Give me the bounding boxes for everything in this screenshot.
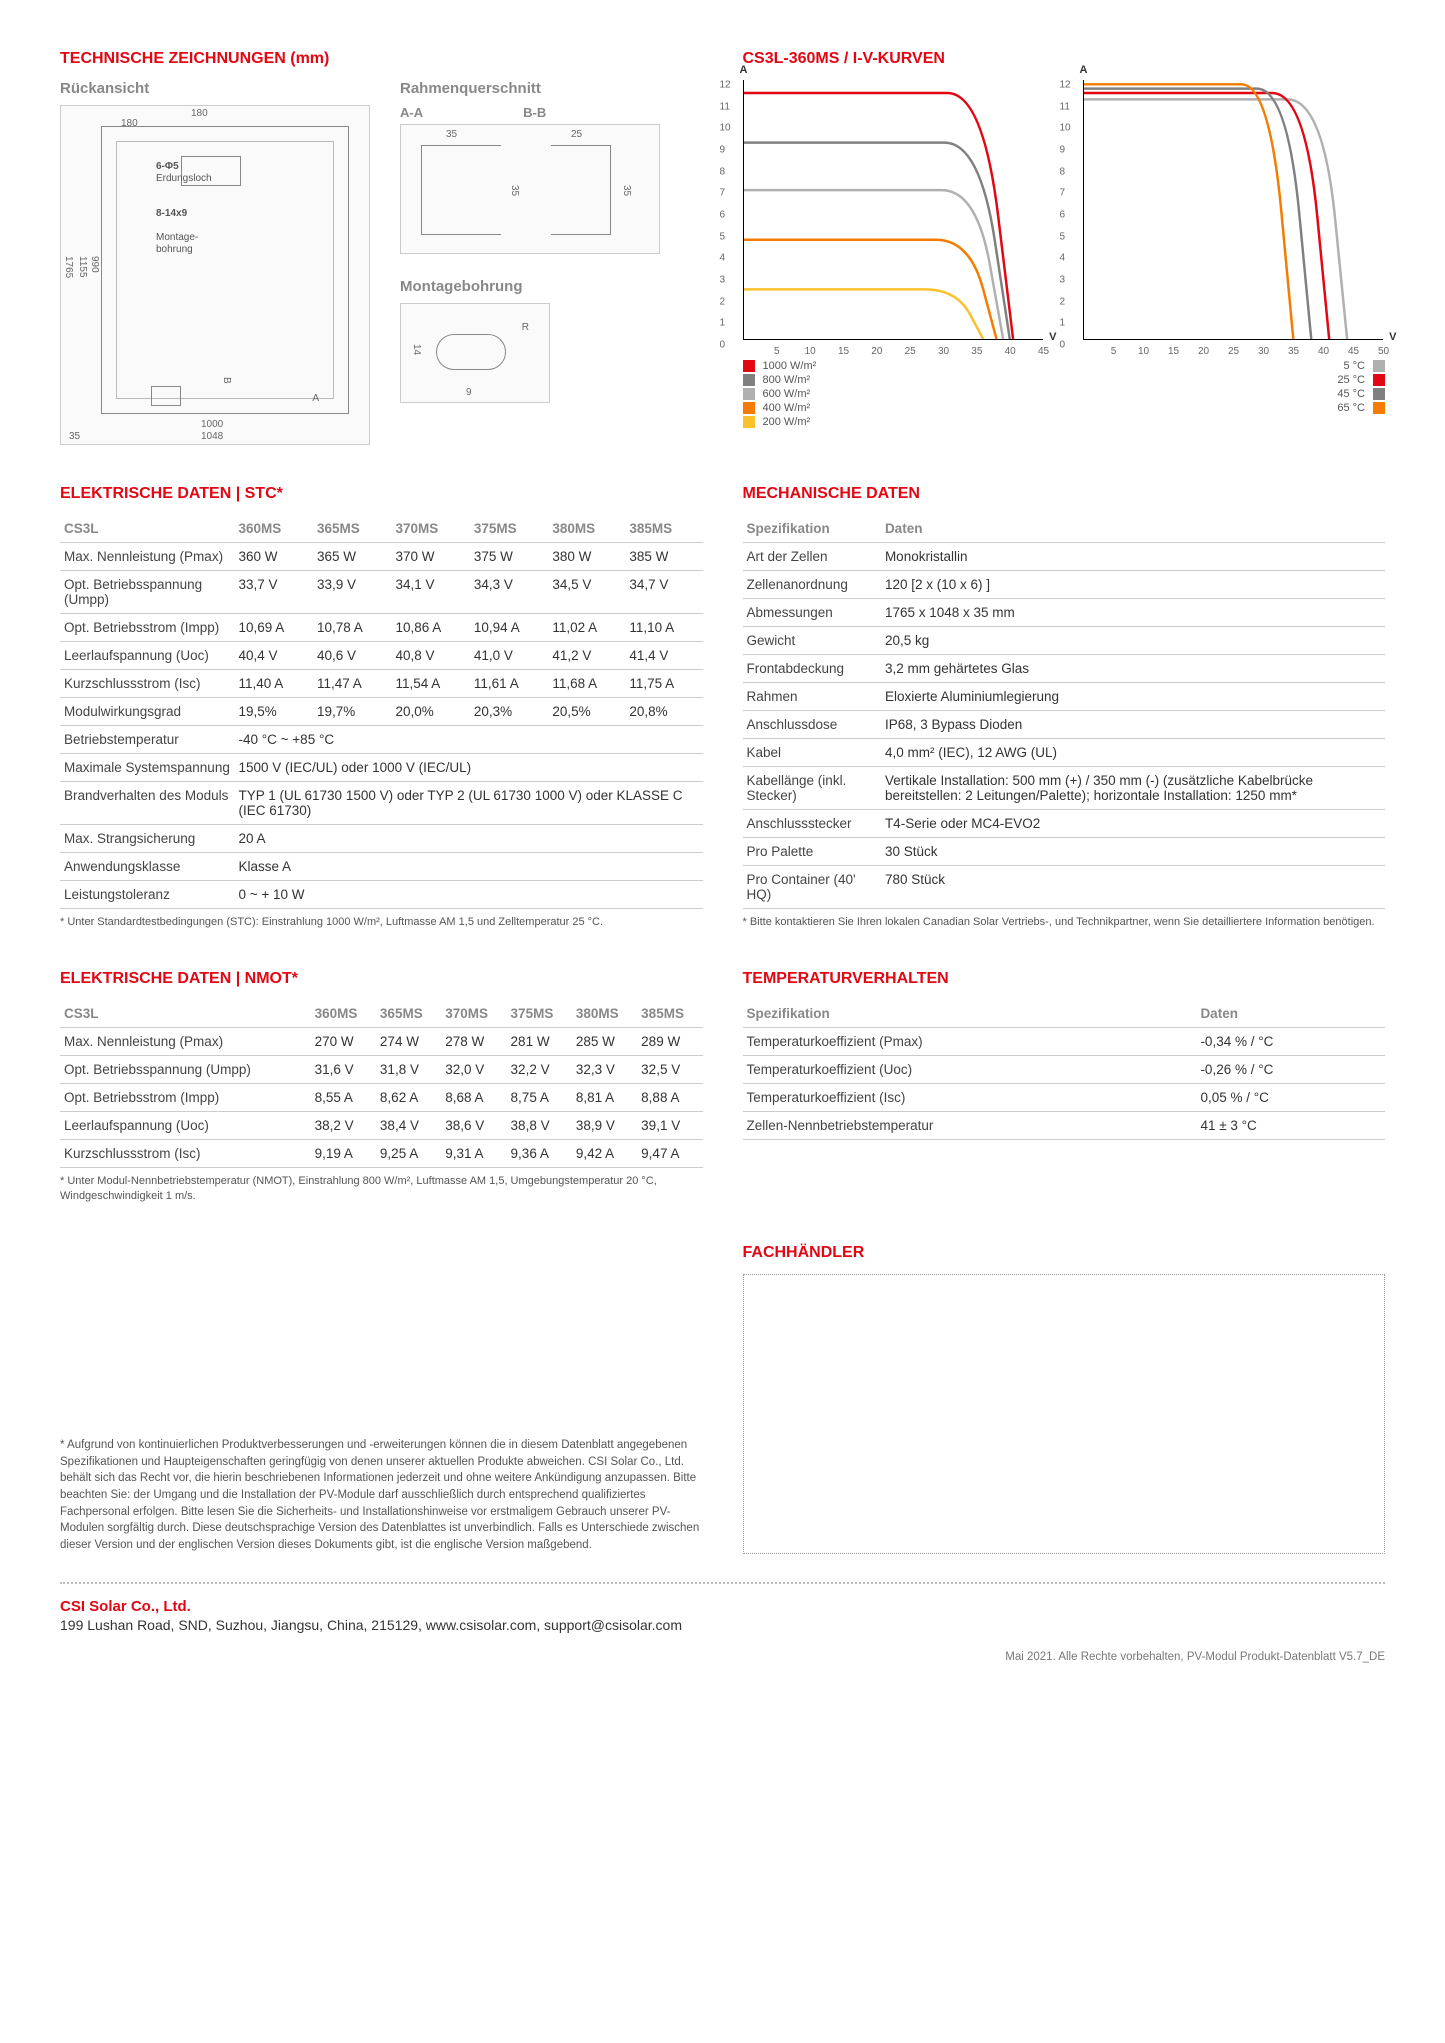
dim-slot-h: 14 [411,344,422,355]
iv-curves-title: CS3L-360MS / I-V-KURVEN [743,50,1386,68]
dim-slot-r: R [522,322,529,333]
dealer-box [743,1274,1386,1554]
company-name: CSI Solar Co., Ltd. [60,1598,1385,1615]
dim-w-inner: 1000 [201,419,223,430]
nmot-footnote: * Unter Modul-Nennbetriebstemperatur (NM… [60,1174,703,1204]
dim-w-outer: 1048 [201,431,223,442]
divider [60,1582,1385,1584]
mech-table: SpezifikationDatenArt der ZellenMonokris… [743,515,1386,909]
mech-footnote: * Bitte kontaktieren Sie Ihren lokalen C… [743,915,1386,930]
temp-table: SpezifikationDatenTemperaturkoeffizient … [743,1000,1386,1140]
rear-view-label: Rückansicht [60,80,370,97]
dim-ground-label: Erdungsloch [156,173,212,184]
cross-section-drawing: 35 25 35 35 [400,124,660,254]
dim-top1: 180 [191,108,208,119]
dealer-title: FACHHÄNDLER [743,1244,1386,1262]
mounting-hole-label: Montagebohrung [400,278,660,295]
dim-h-small: 990 [89,256,100,273]
tech-drawings-title: TECHNISCHE ZEICHNUNGEN (mm) [60,50,703,68]
dim-mount: 8-14x9 [156,208,187,219]
iv-chart-irradiance: A V 012345678910111251015202530354045 [743,80,1043,340]
dim-cw2: 25 [571,129,582,140]
bb-mark: B [221,377,232,384]
company-address: 199 Lushan Road, SND, Suzhou, Jiangsu, C… [60,1617,1385,1633]
bb-label: B-B [523,105,546,120]
dim-h-mid: 1155 [77,256,88,278]
dim-cw: 35 [446,129,457,140]
iv-chart-temperature: A V 01234567891011125101520253035404550 [1083,80,1383,340]
dim-top2: 180 [121,118,138,129]
temp-title: TEMPERATURVERHALTEN [743,970,1386,988]
stc-table: CS3L360MS365MS370MS375MS380MS385MSMax. N… [60,515,703,909]
dim-mount-label: Montage- bohrung [156,232,198,255]
stc-footnote: * Unter Standardtestbedingungen (STC): E… [60,915,703,930]
legend-temperature: 5 °C25 °C45 °C65 °C [1337,358,1385,430]
nmot-table: CS3L360MS365MS370MS375MS380MS385MSMax. N… [60,1000,703,1168]
rear-view-drawing: 1765 1155 990 180 180 1000 1048 35 6-Φ5 … [60,105,370,445]
dim-ground: 6-Φ5 [156,161,179,172]
elec-nmot-title: ELEKTRISCHE DATEN | NMOT* [60,970,703,988]
dim-slot-w: 9 [466,387,472,398]
axis-a-left: A [740,64,748,76]
dim-h-outer: 1765 [63,256,74,278]
elec-stc-title: ELEKTRISCHE DATEN | STC* [60,485,703,503]
axis-a-right: A [1080,64,1088,76]
dim-left: 35 [69,431,80,442]
mounting-hole-drawing: 9 14 R [400,303,550,403]
aa-mark: A [312,393,319,404]
dim-ch: 35 [509,185,520,196]
axis-v-left: V [1049,331,1056,343]
dim-ch2: 35 [621,185,632,196]
disclaimer-text: * Aufgrund von kontinuierlichen Produktv… [60,1437,700,1554]
footer-date: Mai 2021. Alle Rechte vorbehalten, PV-Mo… [60,1651,1385,1663]
axis-v-right: V [1389,331,1396,343]
legend-irradiance: 1000 W/m²800 W/m²600 W/m²400 W/m²200 W/m… [743,358,817,430]
aa-label: A-A [400,105,423,120]
mech-title: MECHANISCHE DATEN [743,485,1386,503]
frame-cross-label: Rahmenquerschnitt [400,80,660,97]
